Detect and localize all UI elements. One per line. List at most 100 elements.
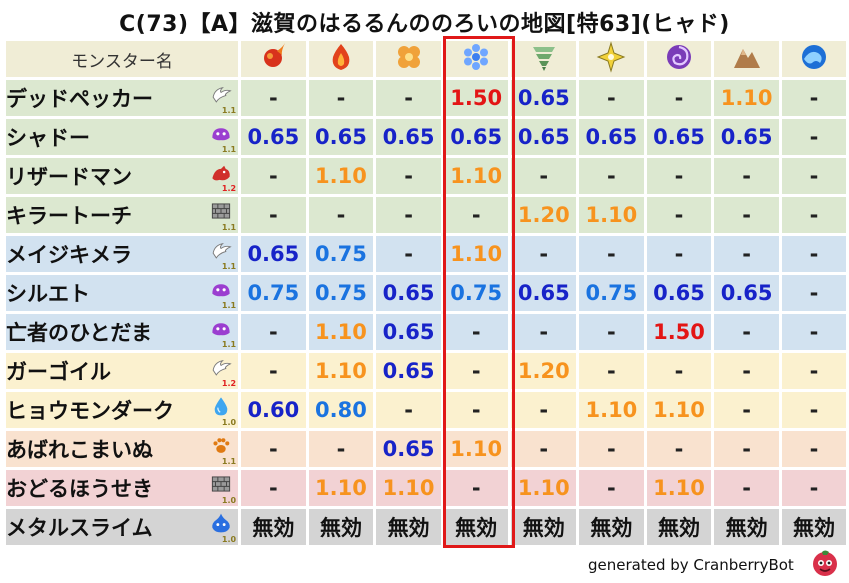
resistance-value: 無効 — [511, 509, 577, 545]
resistance-value: - — [511, 158, 577, 194]
header-row: モンスター名 — [6, 41, 846, 77]
purple-slime-icon — [212, 323, 230, 336]
resistance-value: 1.10 — [579, 392, 644, 428]
table-row: シャドー 1.1 0.65 0.65 0.65 0.65 0.65 0.65 0.65 0.65- — [6, 119, 846, 155]
resistance-value: 1.10 — [443, 236, 509, 272]
resistance-value: 0.75 — [308, 275, 374, 311]
resistance-value: 1.10 — [443, 158, 509, 194]
resistance-value: - — [241, 197, 306, 233]
resistance-value: - — [781, 80, 846, 116]
table-row: あばれこまいぬ 1.1- -0.65 1.10- - - - - — [6, 431, 846, 467]
monster-name: ガーゴイル — [6, 360, 111, 384]
resistance-value: 1.50 — [443, 80, 509, 116]
monster-level: 1.1 — [221, 262, 237, 271]
resistance-value: 0.65 — [241, 236, 306, 272]
monster-level: 1.2 — [221, 184, 237, 193]
monster-name: 亡者のひとだま — [6, 321, 152, 345]
resistance-value: - — [781, 314, 846, 350]
water-wave-icon — [801, 45, 826, 69]
resistance-value: - — [781, 392, 846, 428]
resistance-value: - — [714, 236, 779, 272]
resistance-value: - — [443, 353, 509, 389]
table-row: 亡者のひとだま 1.1-1.10 0.65- - -1.50- - — [6, 314, 846, 350]
blue-slime-icon — [212, 513, 230, 533]
resistance-value: - — [714, 431, 779, 467]
monster-level: 1.1 — [221, 145, 237, 154]
resistance-value: 0.65 — [511, 80, 577, 116]
resistance-value: - — [579, 470, 644, 506]
monster-level: 1.1 — [221, 457, 237, 466]
resistance-value: - — [443, 314, 509, 350]
resistance-value: - — [714, 392, 779, 428]
resistance-value: - — [308, 197, 374, 233]
resistance-value: - — [714, 158, 779, 194]
resistance-value: 1.10 — [308, 353, 374, 389]
resistance-value: 1.10 — [511, 470, 577, 506]
resistance-value: 0.65 — [376, 353, 441, 389]
resistance-value: - — [376, 80, 441, 116]
resistance-value: 0.75 — [443, 275, 509, 311]
monster-name-cell: 亡者のひとだま 1.1 — [6, 314, 239, 350]
resistance-value: - — [511, 392, 577, 428]
resistance-table: モンスター名 デッドペッカー 1.1- - -1.50 0.65- -1.10- シャドー 1… — [3, 38, 849, 548]
resistance-value: 0.65 — [376, 431, 441, 467]
resistance-value: - — [646, 431, 712, 467]
resistance-value: - — [714, 197, 779, 233]
column-header-9 — [781, 41, 846, 77]
resistance-value: 0.65 — [511, 275, 577, 311]
monster-name: シャドー — [6, 126, 90, 150]
monster-level: 1.1 — [221, 340, 237, 349]
resistance-value: - — [646, 197, 712, 233]
monster-name-cell: シャドー 1.1 — [6, 119, 239, 155]
monster-level: 1.1 — [221, 301, 237, 310]
footer-credit: generated by CranberryBot — [588, 556, 794, 574]
resistance-value: 無効 — [308, 509, 374, 545]
resistance-value: - — [308, 80, 374, 116]
resistance-value: - — [241, 80, 306, 116]
monster-name: リザードマン — [6, 165, 132, 189]
resistance-value: 0.65 — [646, 119, 712, 155]
resistance-value: - — [376, 236, 441, 272]
resistance-value: 1.10 — [714, 80, 779, 116]
monster-level: 1.0 — [221, 496, 237, 505]
resistance-value: 1.10 — [376, 470, 441, 506]
resistance-value: - — [714, 470, 779, 506]
table-row: ヒョウモンダーク 1.0 0.60 0.80- - -1.10 1.10- - — [6, 392, 846, 428]
resistance-value: 1.50 — [646, 314, 712, 350]
resistance-value: - — [511, 431, 577, 467]
resistance-value: - — [579, 431, 644, 467]
column-header-4 — [443, 41, 509, 77]
monster-name-cell: デッドペッカー 1.1 — [6, 80, 239, 116]
resistance-value: 無効 — [714, 509, 779, 545]
resistance-value: 0.60 — [241, 392, 306, 428]
resistance-value: 0.80 — [308, 392, 374, 428]
cranberry-bot-icon — [813, 550, 837, 576]
resistance-value: 0.65 — [376, 275, 441, 311]
resistance-value: - — [781, 470, 846, 506]
table-row: おどるほうせき 1.0-1.10 1.10-1.10-1.10- - — [6, 470, 846, 506]
resistance-value: 無効 — [443, 509, 509, 545]
monster-name-cell: おどるほうせき 1.0 — [6, 470, 239, 506]
brick-wall-icon — [211, 476, 231, 492]
resistance-value: 1.10 — [579, 197, 644, 233]
table-row: ガーゴイル 1.2-1.10 0.65-1.20- - - - — [6, 353, 846, 389]
resistance-value: 0.65 — [714, 119, 779, 155]
rock-mountain-icon — [733, 49, 760, 68]
monster-name: キラートーチ — [6, 204, 132, 228]
resistance-value: - — [241, 431, 306, 467]
resistance-value: - — [781, 197, 846, 233]
monster-level: 1.0 — [221, 535, 237, 544]
red-dragon-icon — [212, 165, 230, 181]
resistance-value: - — [579, 80, 644, 116]
monster-name-cell: シルエト 1.1 — [6, 275, 239, 311]
ice-crystal-icon — [464, 44, 489, 70]
resistance-value: - — [308, 431, 374, 467]
resistance-value: - — [781, 119, 846, 155]
column-header-3 — [376, 41, 441, 77]
resistance-value: - — [781, 236, 846, 272]
resistance-value: 1.10 — [308, 470, 374, 506]
monster-level: 1.0 — [221, 418, 237, 427]
resistance-value: 1.20 — [511, 197, 577, 233]
resistance-value: - — [646, 353, 712, 389]
column-header-8 — [714, 41, 779, 77]
